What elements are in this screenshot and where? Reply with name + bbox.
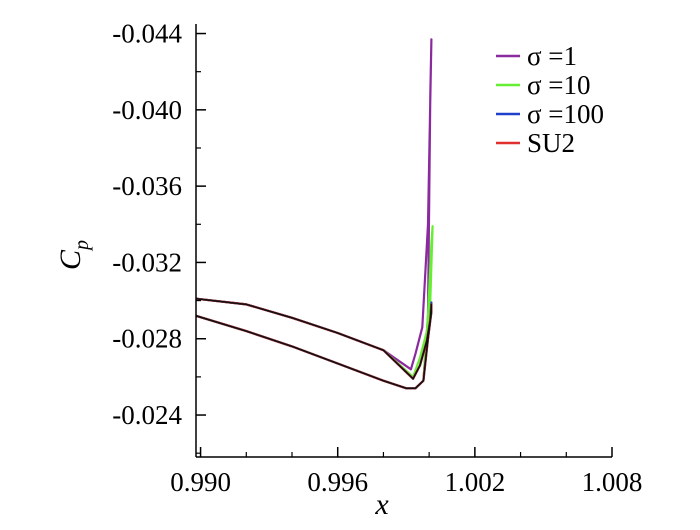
legend-label: σ =1 <box>527 41 577 71</box>
series-line-100-2 <box>195 297 433 390</box>
x-tick-label: 0.990 <box>170 467 231 497</box>
x-tick-label: 0.996 <box>307 467 368 497</box>
y-tick-label: -0.024 <box>112 400 182 430</box>
series-line-1-0 <box>195 38 433 390</box>
series-line-outline-4 <box>195 297 433 390</box>
y-axis-title: Cp <box>54 240 93 270</box>
y-axis-title-sub: p <box>71 240 93 252</box>
y-tick-label: -0.044 <box>112 19 182 49</box>
axes-layer <box>195 24 612 458</box>
x-tick-label: 1.002 <box>444 467 505 497</box>
x-tick-label: 1.008 <box>582 467 643 497</box>
legend-label: σ =10 <box>527 70 591 100</box>
x-axis-title: x <box>374 488 389 521</box>
y-tick-label: -0.040 <box>112 95 182 125</box>
y-tick-label: -0.028 <box>112 324 182 354</box>
series-layer <box>195 38 434 390</box>
series-line-su2-3 <box>195 297 433 390</box>
ticks-layer: 0.990 0.996 1.002 1.008 -0.044 -0.040 -0.036 -0… <box>112 19 642 497</box>
y-axis-title-main: C <box>54 249 87 270</box>
legend-label: σ =100 <box>527 99 604 129</box>
y-tick-label: -0.032 <box>112 247 182 277</box>
y-tick-label: -0.036 <box>112 171 182 201</box>
legend-label: SU2 <box>527 128 575 158</box>
